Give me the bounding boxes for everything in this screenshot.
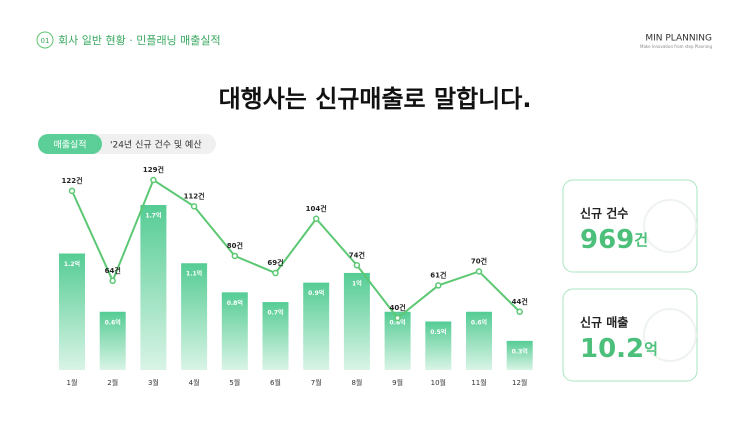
line-point (109, 277, 116, 285)
bar (99, 311, 126, 370)
bar-label: 1.2억 (64, 260, 80, 268)
bar-label: 0.8억 (227, 299, 243, 307)
card-label: 신규 건수 (580, 206, 628, 221)
badge: 01 (41, 37, 50, 45)
bar-label: 0.6억 (105, 318, 121, 326)
line-label: 69건 (267, 258, 283, 267)
line-point (312, 215, 320, 223)
card-label: 신규 매출 (580, 315, 628, 330)
bar (425, 321, 452, 370)
tab-caption: '24년 신규 건수 및 예산 (110, 139, 202, 151)
card-icon (643, 308, 697, 362)
x-tick-label: 9월 (392, 378, 403, 387)
x-tick-label: 11월 (471, 378, 486, 387)
bar (384, 311, 411, 370)
bar (140, 205, 167, 370)
line-label: 122건 (61, 176, 82, 185)
x-tick-label: 10월 (431, 378, 446, 387)
x-tick-label: 7월 (311, 378, 322, 387)
brand-sub: Make Innovation from step Planning (640, 44, 712, 49)
line-point (231, 252, 239, 260)
badge-ring (36, 31, 54, 49)
x-tick-label: 6월 (270, 378, 281, 387)
line-label: 74건 (349, 250, 365, 259)
bar-label: 1.1억 (186, 270, 202, 278)
bar (59, 253, 85, 370)
x-tick-label: 1월 (67, 378, 78, 387)
card-number: 969 (580, 225, 634, 255)
page-title: 대행사는 신규매출로 말합니다. (219, 85, 532, 113)
x-tick-label: 2월 (107, 378, 118, 387)
bar-label: 1억 (352, 279, 362, 287)
line-point (353, 262, 361, 269)
line-label: 40건 (390, 303, 406, 312)
section-title: 회사 일반 현황 · 민플래닝 매출실적 (58, 33, 221, 47)
bar-label: 0.3억 (512, 347, 528, 355)
bar (262, 302, 289, 370)
bar (303, 282, 330, 370)
card-unit: 억 (644, 340, 658, 358)
line-point (394, 314, 401, 322)
card-icon (643, 199, 697, 253)
line-label: 80건 (227, 241, 243, 250)
bar-label: 1.7억 (145, 212, 161, 220)
bar (221, 292, 248, 370)
tab-active: 매출실적 (53, 139, 86, 151)
line-label: 44건 (512, 297, 528, 306)
line (71, 178, 521, 320)
line-point (516, 308, 523, 316)
bar (343, 272, 370, 370)
brand: MIN PLANNING (645, 34, 712, 44)
bar-label: 0.7억 (267, 309, 283, 317)
line-label: 129건 (143, 165, 164, 174)
bar-label: 0.6억 (471, 318, 487, 326)
bar-label: 0.6억 (390, 318, 406, 326)
line-point (68, 187, 76, 195)
line-point (190, 203, 198, 210)
x-tick-label: 5월 (229, 378, 240, 387)
x-tick-label: 3월 (148, 378, 159, 387)
bar (466, 311, 492, 370)
bar-label: 0.9억 (308, 289, 324, 297)
line-label: 70건 (471, 256, 487, 265)
line-label: 104건 (306, 204, 327, 213)
line-point (150, 176, 157, 184)
line-label: 112건 (184, 191, 205, 200)
card-number: 10.2 (580, 334, 644, 364)
x-tick-label: 4월 (189, 378, 200, 387)
x-tick-label: 12월 (512, 378, 527, 387)
bar (181, 263, 208, 370)
bar (506, 340, 533, 370)
line-label: 61건 (430, 270, 446, 279)
line-label: 64건 (105, 266, 121, 275)
x-tick-label: 8월 (351, 378, 362, 387)
line-point (475, 268, 483, 275)
card-value: 10.2억 (580, 334, 658, 364)
bar-label: 0.5억 (430, 328, 446, 336)
line-point (272, 269, 279, 277)
card-unit: 건 (634, 231, 648, 249)
line-point (435, 282, 442, 289)
card-value: 969건 (580, 225, 648, 255)
tab-active-bg (38, 134, 102, 154)
